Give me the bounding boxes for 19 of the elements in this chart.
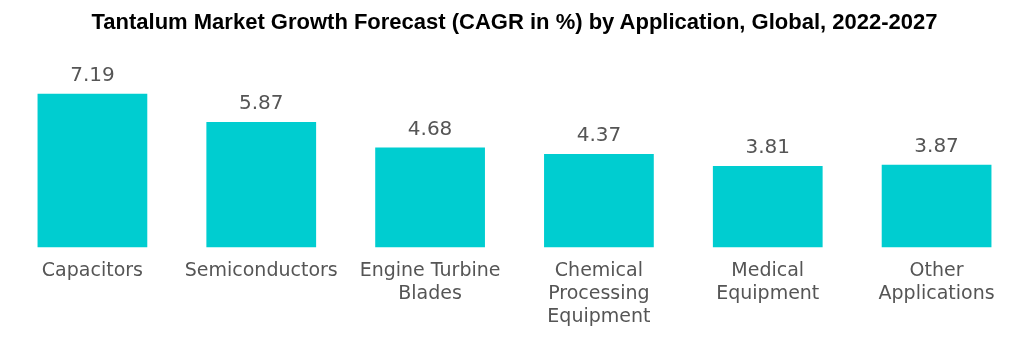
x-tick-label: Capacitors xyxy=(41,257,143,280)
bar xyxy=(881,164,992,248)
bar xyxy=(712,166,823,248)
chart-title: Tantalum Market Growth Forecast (CAGR in %) by Application, Global, 2022-2027 xyxy=(91,9,938,35)
data-label: 3.87 xyxy=(914,132,959,157)
data-label: 3.81 xyxy=(745,134,791,159)
x-tick-label: Medical Equipment xyxy=(716,257,820,303)
bar xyxy=(37,93,148,248)
x-tick-label: Semiconductors xyxy=(184,257,338,280)
x-tick-label: Chemical Processing Equipment xyxy=(547,257,651,326)
bar xyxy=(544,154,654,248)
x-tick-label: Other Applications xyxy=(878,257,995,303)
data-label: 5.87 xyxy=(238,90,284,115)
x-tick-label: Engine Turbine Blades xyxy=(359,257,501,303)
data-label: 7.19 xyxy=(70,61,115,86)
bar xyxy=(206,121,317,248)
data-label: 4.37 xyxy=(576,122,622,147)
bar xyxy=(375,147,485,248)
data-label: 4.68 xyxy=(407,115,453,140)
